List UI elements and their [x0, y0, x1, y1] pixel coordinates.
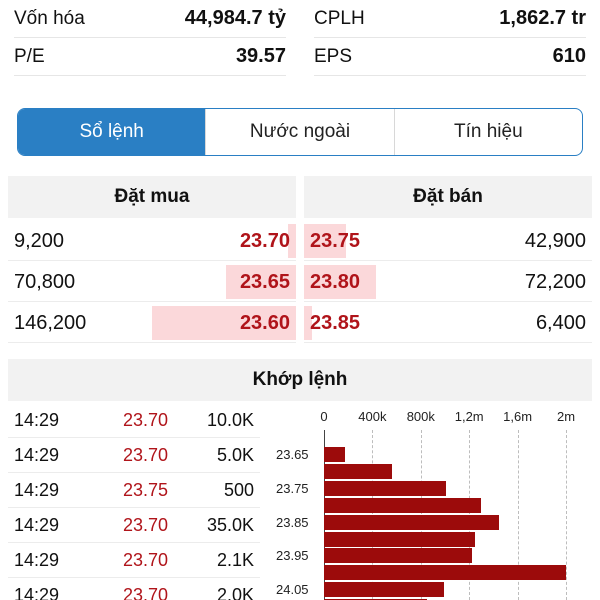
- ask-price: 23.85: [310, 312, 361, 334]
- trade-volume: 5.0K: [216, 445, 254, 465]
- stat-value: 1,862.7 tr: [499, 7, 586, 29]
- trade-time: 14:29: [14, 445, 60, 465]
- x-tick-label: 400k: [358, 409, 387, 424]
- ask-depth-bar: [304, 306, 312, 340]
- tab-order-book[interactable]: Sổ lệnh: [18, 109, 207, 155]
- x-tick-label: 2m: [556, 409, 576, 424]
- bid-price: 23.65: [239, 271, 290, 293]
- volume-bar-24.05: [324, 582, 444, 598]
- price-level-label: 23.65: [276, 447, 309, 462]
- stat-row-eps: EPS 610: [314, 38, 586, 76]
- trade-time: 14:29: [14, 585, 60, 600]
- segmented-tabs: Sổ lệnh Nước ngoài Tín hiệu: [17, 108, 583, 156]
- tab-signals[interactable]: Tín hiệu: [453, 121, 523, 142]
- stat-value: 610: [552, 45, 586, 67]
- price-level-label: 23.85: [276, 514, 309, 530]
- volume-bar-23.65: [324, 447, 345, 462]
- ask-depth-bar: [304, 265, 376, 299]
- price-level-label: 23.75: [276, 480, 309, 496]
- x-tick-label: 1,2m: [454, 409, 484, 424]
- ask-row[interactable]: 23.80 72,200: [304, 262, 592, 302]
- bid-row[interactable]: 70,800 23.65: [8, 262, 296, 302]
- tab-foreign[interactable]: Nước ngoài: [206, 109, 395, 155]
- bid-price: 23.60: [239, 312, 290, 334]
- volume-bar-23.70: [324, 463, 392, 479]
- trade-price: 23.70: [123, 515, 169, 535]
- ask-row[interactable]: 23.85 6,400: [304, 303, 592, 343]
- price-level-label: 24.05: [276, 582, 309, 598]
- ask-price: 23.80: [310, 271, 361, 293]
- matched-trades-header: Khớp lệnh: [8, 359, 592, 401]
- trade-row[interactable]: 14:29 23.70 5.0K: [8, 438, 260, 473]
- bid-row[interactable]: 9,200 23.70: [8, 221, 296, 261]
- stat-label: P/E: [14, 45, 45, 67]
- stat-label: CPLH: [314, 7, 365, 29]
- x-tick-label: 0: [320, 409, 328, 424]
- bid-volume: 70,800: [14, 271, 76, 293]
- volume-bar-24.00: [324, 565, 566, 581]
- trade-time: 14:29: [14, 550, 60, 570]
- buy-header: Đặt mua: [8, 176, 296, 218]
- bid-volume: 146,200: [14, 312, 87, 334]
- trade-volume: 10.0K: [206, 410, 254, 430]
- price-level-label: 23.95: [276, 548, 309, 564]
- trade-row[interactable]: 14:29 23.70 10.0K: [8, 403, 260, 438]
- ask-price: 23.75: [310, 230, 361, 252]
- bid-depth-bar: [226, 265, 296, 299]
- trade-row[interactable]: 14:29 23.70 2.1K: [8, 543, 260, 578]
- trade-row[interactable]: 14:29 23.70 2.0K: [8, 578, 260, 600]
- gridline: [566, 430, 567, 600]
- trade-volume: 35.0K: [206, 515, 254, 535]
- ask-depth-bar: [304, 224, 346, 258]
- trade-price: 23.70: [123, 585, 169, 600]
- stat-value: 39.57: [235, 45, 286, 67]
- bid-depth-bar: [152, 306, 296, 340]
- bid-price: 23.70: [239, 230, 290, 252]
- bid-depth-bar: [288, 224, 296, 258]
- volume-bar-23.95: [324, 548, 472, 564]
- ask-volume: 72,200: [524, 271, 586, 293]
- trade-time: 14:29: [14, 410, 60, 430]
- x-tick-label: 800k: [406, 409, 435, 424]
- stat-label: EPS: [314, 45, 353, 67]
- trade-volume: 2.1K: [216, 550, 254, 570]
- trade-time: 14:29: [14, 480, 60, 500]
- ask-row[interactable]: 23.75 42,900: [304, 221, 592, 261]
- volume-bar-23.85: [324, 514, 500, 530]
- trade-row[interactable]: 14:29 23.70 35.0K: [8, 508, 260, 543]
- trade-time: 14:29: [14, 515, 60, 535]
- trade-price: 23.75: [123, 480, 169, 500]
- stat-row-shares-outstanding: CPLH 1,862.7 tr: [314, 0, 586, 38]
- trade-volume: 500: [223, 480, 254, 500]
- x-tick-label: 1,6m: [503, 409, 533, 424]
- volume-by-price-chart: 0 400k 800k 1,2m 1,6m 2m 23.65 23.75 23.85 23.95 2…: [270, 403, 600, 600]
- trade-row[interactable]: 14:29 23.75 500: [8, 473, 260, 508]
- stat-row-pe: P/E 39.57: [14, 38, 286, 76]
- trade-price: 23.70: [123, 550, 169, 570]
- bid-volume: 9,200: [14, 230, 65, 252]
- stat-value: 44,984.7 tỷ: [184, 7, 286, 29]
- volume-bar-23.75: [324, 480, 447, 496]
- ask-volume: 42,900: [524, 230, 586, 252]
- volume-bar-23.80: [324, 497, 482, 513]
- stat-row-market-cap: Vốn hóa 44,984.7 tỷ: [14, 0, 286, 38]
- gridline: [517, 430, 519, 600]
- trade-price: 23.70: [123, 410, 169, 430]
- stat-label: Vốn hóa: [14, 7, 85, 29]
- trade-price: 23.70: [123, 445, 169, 465]
- volume-bar-23.90: [324, 531, 476, 547]
- sell-header: Đặt bán: [304, 176, 592, 218]
- trade-volume: 2.0K: [216, 585, 254, 600]
- bid-row[interactable]: 146,200 23.60: [8, 303, 296, 343]
- ask-volume: 6,400: [535, 312, 586, 334]
